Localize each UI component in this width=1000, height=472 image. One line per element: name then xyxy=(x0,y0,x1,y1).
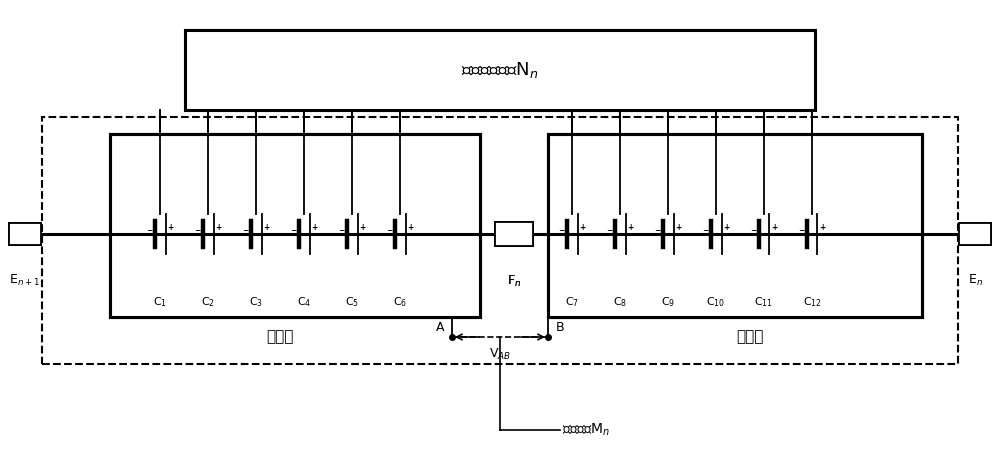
Text: −: − xyxy=(654,226,661,235)
Text: +: + xyxy=(263,224,270,233)
Text: −: − xyxy=(702,226,709,235)
Text: C$_6$: C$_6$ xyxy=(393,295,407,309)
Text: −: − xyxy=(558,226,565,235)
Bar xyxy=(495,222,533,246)
Bar xyxy=(548,134,922,317)
Text: +: + xyxy=(311,224,318,233)
Text: F$_n$: F$_n$ xyxy=(507,274,521,289)
Text: −: − xyxy=(194,226,201,235)
Bar xyxy=(495,222,533,246)
Text: 电池管理模块N$_n$: 电池管理模块N$_n$ xyxy=(461,60,539,80)
Text: +: + xyxy=(215,224,222,233)
Text: C$_{12}$: C$_{12}$ xyxy=(803,295,821,309)
Bar xyxy=(185,30,815,110)
Text: C$_{10}$: C$_{10}$ xyxy=(706,295,726,309)
Text: +: + xyxy=(167,224,174,233)
Text: −: − xyxy=(750,226,757,235)
Text: B: B xyxy=(556,321,565,334)
Text: 电池管理模块N$_n$: 电池管理模块N$_n$ xyxy=(461,60,539,80)
Text: 从模组: 从模组 xyxy=(736,329,764,345)
Bar xyxy=(548,134,922,317)
Text: +: + xyxy=(675,224,682,233)
Text: −: − xyxy=(242,226,249,235)
Bar xyxy=(548,134,922,317)
Text: 主从模组M$_n$: 主从模组M$_n$ xyxy=(562,422,610,438)
Text: +: + xyxy=(579,224,586,233)
Text: C$_5$: C$_5$ xyxy=(345,295,359,309)
Bar xyxy=(110,134,480,317)
Bar xyxy=(110,134,480,317)
Bar xyxy=(9,223,41,245)
Bar xyxy=(959,223,991,245)
Text: −: − xyxy=(606,226,613,235)
Text: +: + xyxy=(723,224,730,233)
Bar xyxy=(9,223,41,245)
Text: +: + xyxy=(627,224,634,233)
Text: C$_2$: C$_2$ xyxy=(201,295,215,309)
Text: C$_7$: C$_7$ xyxy=(565,295,579,309)
Text: C$_9$: C$_9$ xyxy=(661,295,675,309)
Text: C$_4$: C$_4$ xyxy=(297,295,311,309)
Text: E$_{n+1}$: E$_{n+1}$ xyxy=(9,273,41,288)
Text: V$_{AB}$: V$_{AB}$ xyxy=(489,347,511,362)
Bar xyxy=(959,223,991,245)
Text: C$_1$: C$_1$ xyxy=(153,295,167,309)
Bar xyxy=(42,117,958,364)
Text: −: − xyxy=(290,226,297,235)
Text: +: + xyxy=(771,224,778,233)
Text: F$_n$: F$_n$ xyxy=(507,274,521,289)
Bar xyxy=(185,30,815,110)
Bar xyxy=(110,134,480,317)
Text: E$_n$: E$_n$ xyxy=(968,273,982,288)
Text: C$_8$: C$_8$ xyxy=(613,295,627,309)
Text: −: − xyxy=(386,226,393,235)
Text: +: + xyxy=(359,224,366,233)
Text: C$_{11}$: C$_{11}$ xyxy=(754,295,774,309)
Text: −: − xyxy=(798,226,805,235)
Text: C$_3$: C$_3$ xyxy=(249,295,263,309)
Text: 主模组: 主模组 xyxy=(266,329,294,345)
Text: +: + xyxy=(819,224,826,233)
Text: −: − xyxy=(338,226,345,235)
Text: A: A xyxy=(435,321,444,334)
Text: −: − xyxy=(146,226,153,235)
Text: +: + xyxy=(407,224,414,233)
